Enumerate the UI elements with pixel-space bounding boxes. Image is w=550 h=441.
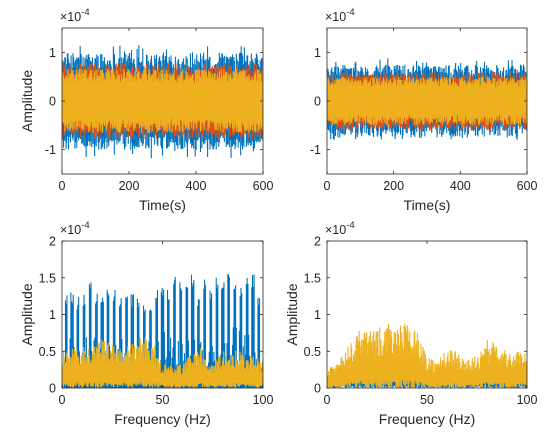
y-tick-label: -1	[45, 143, 56, 157]
y-tick-label: -1	[310, 143, 321, 157]
x-tick-label: 400	[186, 179, 207, 193]
y-tick-label: 1	[314, 46, 321, 60]
x-tick-label: 600	[253, 179, 274, 193]
series-core-band-2	[62, 83, 263, 119]
axis-multiplier: ×10-4	[60, 7, 90, 24]
x-tick-label: 50	[420, 393, 434, 407]
y-tick-label: 0	[49, 95, 56, 109]
x-tick-label: 600	[517, 179, 538, 193]
y-axis-label: Amplitude	[19, 70, 35, 132]
y-tick-label: 0.5	[304, 345, 321, 359]
x-tick-label: 0	[59, 393, 66, 407]
axis-multiplier: ×10-4	[325, 7, 355, 24]
y-axis-label: Amplitude	[19, 283, 35, 345]
y-tick-label: 0	[314, 382, 321, 396]
x-tick-label: 100	[253, 393, 274, 407]
y-tick-label: 2	[49, 235, 56, 249]
y-tick-label: 0	[314, 95, 321, 109]
panel-bottom-left: 0 50 100 0 0.5 1 1.5 2 ×10-4 Frequency (Hz) Amplit…	[19, 220, 273, 427]
y-tick-label: 1	[314, 308, 321, 322]
y-tick-label: 0.5	[39, 345, 56, 359]
x-axis-label: Time(s)	[404, 197, 451, 213]
x-tick-label: 100	[517, 393, 538, 407]
plot-area	[62, 45, 263, 159]
x-tick-label: 0	[59, 179, 66, 193]
y-tick-label: 1	[49, 308, 56, 322]
axis-multiplier: ×10-4	[325, 220, 355, 237]
y-axis-label: Amplitude	[284, 283, 300, 345]
y-tick-label: 1	[49, 46, 56, 60]
axis-multiplier: ×10-4	[60, 220, 90, 237]
plot-area	[327, 58, 527, 140]
x-tick-label: 200	[383, 179, 404, 193]
y-tick-label: 1.5	[304, 271, 321, 285]
x-axis-label: Frequency (Hz)	[379, 411, 475, 427]
y-tick-label: 1.5	[39, 271, 56, 285]
panel-top-right: 0 200 400 600 -1 0 1 ×10-4 Time(s)	[310, 7, 538, 213]
series-core-band-2	[327, 87, 527, 115]
y-tick-label: 2	[314, 235, 321, 249]
x-tick-label: 200	[119, 179, 140, 193]
x-tick-label: 0	[324, 393, 331, 407]
x-tick-label: 0	[324, 179, 331, 193]
y-tick-label: 0	[49, 382, 56, 396]
x-tick-label: 400	[450, 179, 471, 193]
plot-area	[327, 323, 527, 388]
x-axis-label: Time(s)	[139, 197, 186, 213]
x-tick-label: 50	[156, 393, 170, 407]
panel-bottom-right: 0 50 100 0 0.5 1 1.5 2 ×10-4 Frequency (Hz) Amplit…	[284, 220, 537, 427]
panel-top-left: 0 200 400 600 -1 0 1 ×10-4 Time(s) Amplitude	[19, 7, 273, 213]
x-axis-label: Frequency (Hz)	[114, 411, 210, 427]
